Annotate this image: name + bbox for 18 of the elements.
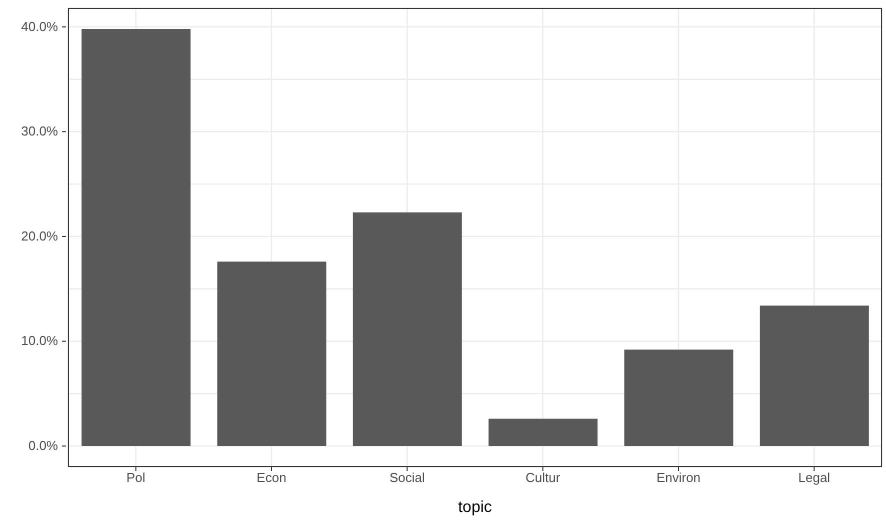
bar: [352, 212, 462, 446]
bar: [624, 350, 734, 446]
x-tick-label: Social: [389, 470, 425, 486]
y-tick-label: 10.0%: [21, 333, 58, 348]
y-tick-label: 30.0%: [21, 124, 58, 139]
x-tick-label: Environ: [656, 470, 701, 486]
x-axis-title: topic: [458, 499, 492, 516]
y-tick-label: 0.0%: [28, 438, 58, 454]
y-tick-label: 20.0%: [21, 228, 58, 244]
bar: [82, 28, 191, 446]
bar: [217, 262, 326, 446]
bar: [760, 306, 869, 446]
bar: [488, 418, 598, 446]
y-tick-label: 40.0%: [21, 18, 58, 34]
x-tick-label: Legal: [798, 470, 830, 486]
x-tick-label: Pol: [126, 470, 146, 486]
x-tick-label: Econ: [256, 470, 286, 486]
x-tick-label: Cultur: [525, 470, 561, 486]
